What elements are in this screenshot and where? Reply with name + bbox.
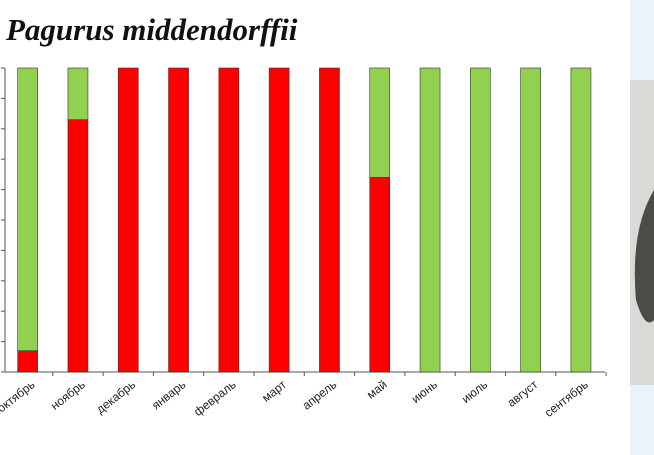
bar-segment <box>268 67 290 373</box>
x-tick-label: октябрь <box>0 377 37 415</box>
x-tick-label: июль <box>459 377 490 406</box>
bar-segment <box>67 119 89 373</box>
bar-segment <box>17 67 38 352</box>
bar-segment <box>470 67 491 373</box>
x-tick-label: декабрь <box>93 377 138 416</box>
bar-segment <box>369 67 391 178</box>
bar-segment <box>520 67 541 373</box>
bar-segment <box>419 67 441 373</box>
x-tick-label: август <box>504 377 540 410</box>
x-tick-label: сентябрь <box>542 377 591 419</box>
crab-photo <box>634 190 654 323</box>
bar-segment <box>17 350 38 373</box>
bar-segment <box>168 67 189 373</box>
chart-title: Pagurus middendorffii <box>5 12 298 47</box>
x-tick-label: февраль <box>191 377 239 419</box>
bar-segment <box>218 67 240 373</box>
bar-segment <box>319 67 340 373</box>
bar-segment <box>570 67 592 373</box>
x-tick-label: июнь <box>409 377 440 406</box>
x-tick-label: ноябрь <box>48 377 88 412</box>
x-tick-label: май <box>364 377 390 401</box>
x-tick-label: апрель <box>300 377 340 412</box>
bar-segment <box>369 177 391 373</box>
x-tick-label: март <box>259 377 289 405</box>
bar-segment <box>67 67 89 120</box>
x-tick-label: январь <box>149 377 188 412</box>
bar-segment <box>117 67 139 373</box>
